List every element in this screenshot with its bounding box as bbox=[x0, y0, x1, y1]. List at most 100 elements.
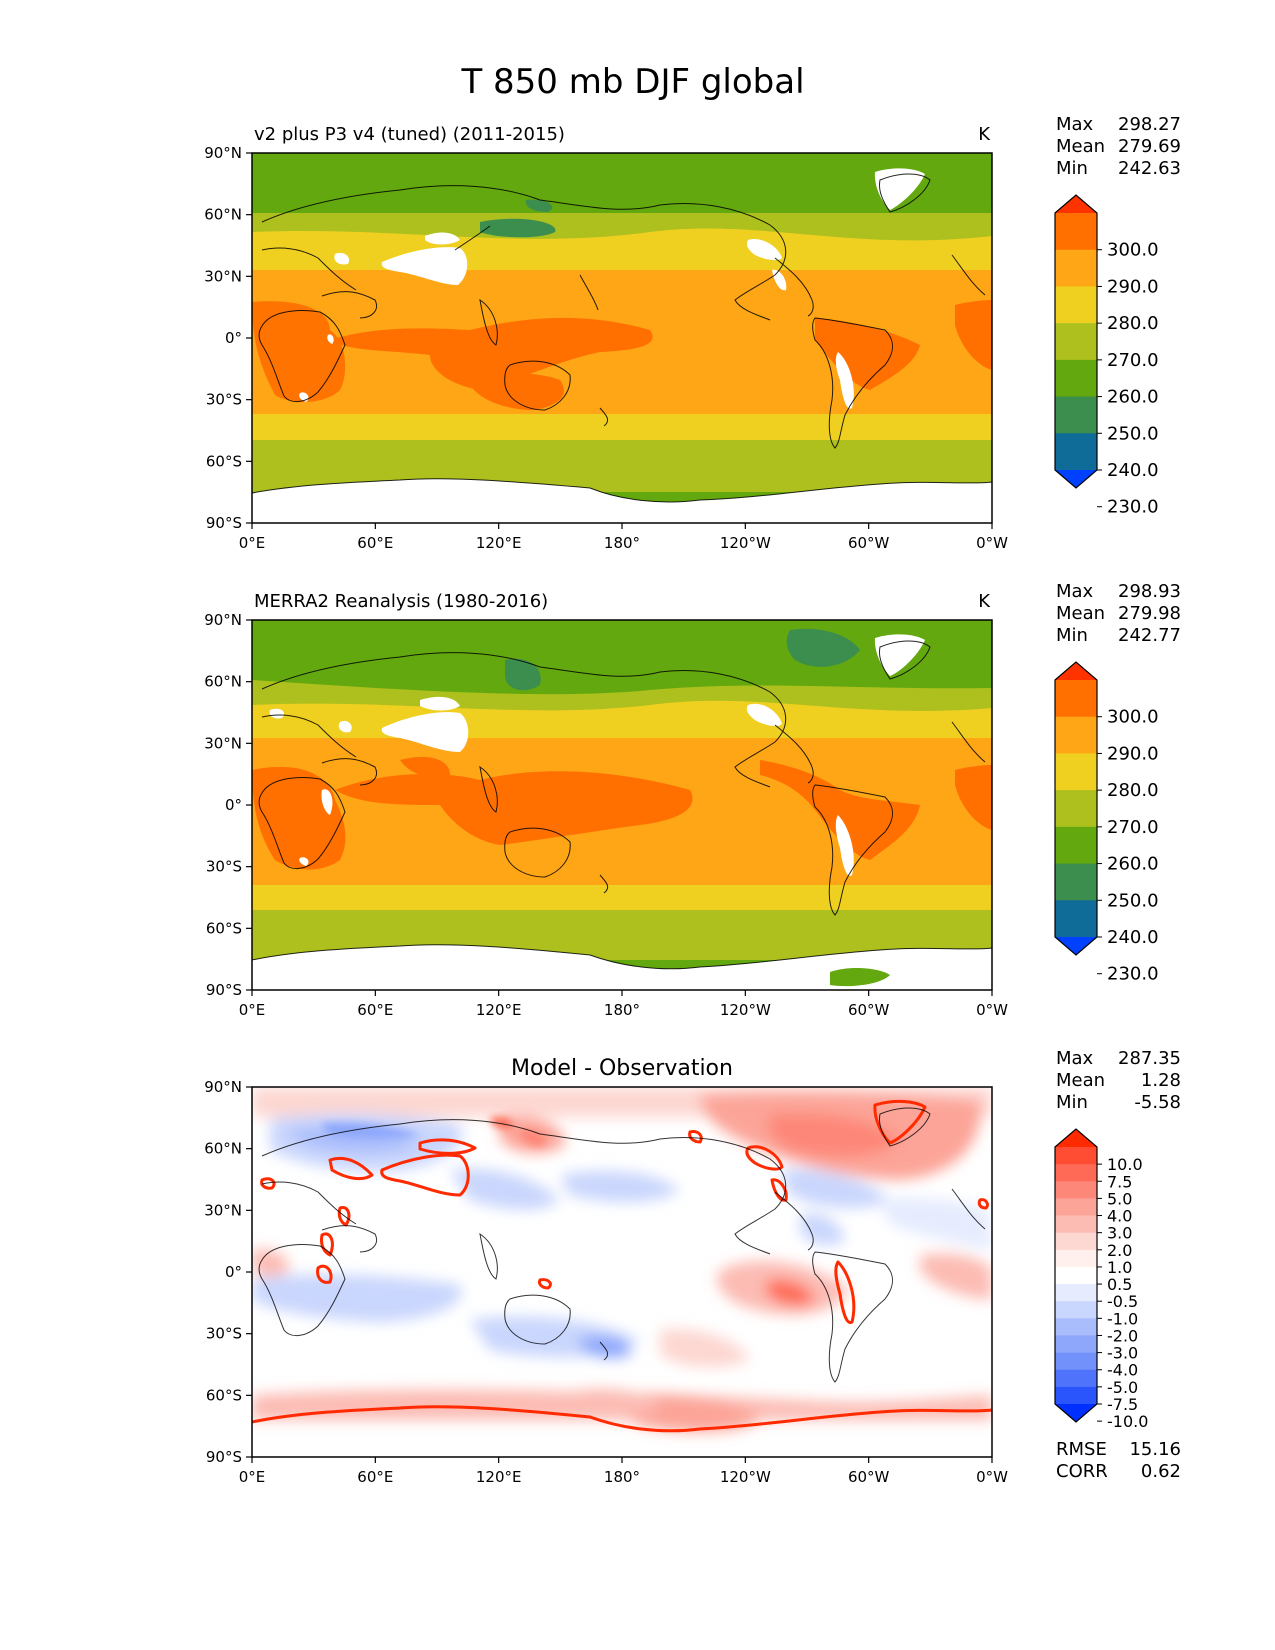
stat-label: Min bbox=[1056, 1092, 1088, 1113]
colorbar-bin bbox=[1055, 863, 1097, 901]
lat-tick-label: 30°N bbox=[204, 734, 242, 752]
stat-label: Max bbox=[1056, 114, 1094, 135]
colorbar-label: 3.0 bbox=[1107, 1224, 1132, 1243]
panel-1-stats: Max 298.27 Mean 279.69 Min 242.63 bbox=[1056, 114, 1181, 179]
colorbar-label: -0.5 bbox=[1107, 1292, 1138, 1311]
colorbar-bin bbox=[1055, 1352, 1097, 1371]
colorbar-bin bbox=[1055, 323, 1097, 361]
panel-3-colorbar: 10.07.55.04.03.02.01.00.5-0.5-1.0-2.0-3.… bbox=[1054, 1128, 1148, 1431]
lat-tick-label: 0° bbox=[225, 796, 242, 814]
lat-tick-label: 30°S bbox=[206, 391, 242, 409]
stat-label: Max bbox=[1056, 581, 1094, 602]
rmse-label: RMSE bbox=[1056, 1439, 1107, 1460]
colorbar-label: 280.0 bbox=[1107, 780, 1159, 801]
panel-3-axes: 90°N 60°N 30°N 0° 30°S 60°S 90°S 0°E 60°E 120°E 18… bbox=[204, 1078, 1008, 1486]
lat-tick-label: 90°S bbox=[206, 981, 242, 999]
colorbar-bin bbox=[1055, 286, 1097, 324]
lat-tick-label: 60°S bbox=[206, 1386, 242, 1404]
colorbar-label: 5.0 bbox=[1107, 1189, 1132, 1208]
colorbar-bin bbox=[1055, 1266, 1097, 1285]
colorbar-bin bbox=[1055, 1198, 1097, 1217]
panel-1-colorbar: 300.0 290.0 280.0 270.0 260.0 250.0 240.0 230.0 bbox=[1054, 194, 1159, 518]
colorbar-top-extend bbox=[1055, 1129, 1097, 1147]
panel-diff-map bbox=[252, 1087, 992, 1457]
lon-tick-label: 180° bbox=[604, 534, 640, 552]
lat-tick-label: 90°S bbox=[206, 514, 242, 532]
colorbar-bin bbox=[1055, 826, 1097, 865]
axes-layer: 90°N 60°N 30°N 0° 30°S 60°S 90°S 0°E 60°E 120°E 18… bbox=[204, 144, 1008, 1486]
colorbar-label: -2.0 bbox=[1107, 1326, 1138, 1345]
lon-tick-label: 60°E bbox=[357, 1001, 393, 1019]
lat-tick-label: 60°N bbox=[204, 673, 242, 691]
stat-value: 298.27 bbox=[1118, 114, 1181, 135]
panel-obs-units: K bbox=[978, 591, 991, 612]
stat-label: Mean bbox=[1056, 1070, 1105, 1091]
lat-tick-label: 30°N bbox=[204, 1201, 242, 1219]
lon-tick-label: 60°W bbox=[848, 1468, 890, 1486]
lat-tick-label: 30°S bbox=[206, 1325, 242, 1343]
stat-value: -5.58 bbox=[1134, 1092, 1181, 1113]
colorbar-label: 300.0 bbox=[1107, 240, 1159, 261]
corr-value: 0.62 bbox=[1141, 1461, 1181, 1482]
stat-value: 279.69 bbox=[1118, 136, 1181, 157]
colorbar-bin bbox=[1055, 1284, 1097, 1302]
colorbar-label: 250.0 bbox=[1107, 890, 1159, 911]
colorbar-label: -10.0 bbox=[1107, 1412, 1148, 1431]
colorbar-bin bbox=[1055, 1147, 1097, 1165]
colorbar-label: 1.0 bbox=[1107, 1258, 1132, 1277]
colorbar-label: 7.5 bbox=[1107, 1172, 1132, 1191]
colorbar-label: 10.0 bbox=[1107, 1155, 1143, 1174]
colorbar-bin bbox=[1055, 900, 1097, 938]
colorbar-label: -4.0 bbox=[1107, 1361, 1138, 1380]
rmse-value: 15.16 bbox=[1129, 1439, 1181, 1460]
lon-tick-label: 0°W bbox=[976, 1001, 1008, 1019]
panel-model-title: v2 plus P3 v4 (tuned) (2011-2015) bbox=[254, 124, 565, 145]
lat-tick-label: 90°N bbox=[204, 611, 242, 629]
colorbar-bin bbox=[1055, 396, 1097, 434]
panel-model-units: K bbox=[978, 124, 991, 145]
colorbar-bin bbox=[1055, 1335, 1097, 1354]
colorbar-layer: 300.0 290.0 280.0 270.0 260.0 250.0 240.0 230.0… bbox=[1054, 194, 1159, 1431]
lat-tick-label: 60°N bbox=[204, 206, 242, 224]
colorbar-label: 280.0 bbox=[1107, 313, 1159, 334]
panel-difference: Model - Observation bbox=[251, 1056, 993, 1458]
colorbar-label: -5.0 bbox=[1107, 1378, 1138, 1397]
colorbar-bin bbox=[1055, 213, 1097, 251]
colorbar-label: 290.0 bbox=[1107, 276, 1159, 297]
stat-value: 1.28 bbox=[1141, 1070, 1181, 1091]
colorbar-bin bbox=[1055, 249, 1097, 287]
lat-tick-label: 0° bbox=[225, 1263, 242, 1281]
panel-2-stats: Max 298.93 Mean 279.98 Min 242.77 bbox=[1056, 581, 1181, 646]
colorbar-bin bbox=[1055, 1181, 1097, 1199]
stat-label: Min bbox=[1056, 158, 1088, 179]
stat-label: Mean bbox=[1056, 136, 1105, 157]
colorbar-bin bbox=[1055, 1386, 1097, 1405]
colorbar-bin bbox=[1055, 1249, 1097, 1268]
colorbar-label: 240.0 bbox=[1107, 927, 1159, 948]
stat-value: 279.98 bbox=[1118, 603, 1181, 624]
stat-value: 287.35 bbox=[1118, 1048, 1181, 1069]
panel-1-axes: 90°N 60°N 30°N 0° 30°S 60°S 90°S 0°E 60°E 120°E 18… bbox=[204, 144, 1008, 552]
colorbar-bin bbox=[1055, 433, 1097, 471]
colorbar-label: 260.0 bbox=[1107, 854, 1159, 875]
lat-tick-label: 30°S bbox=[206, 858, 242, 876]
lat-tick-label: 60°S bbox=[206, 452, 242, 470]
colorbar-label: 2.0 bbox=[1107, 1241, 1132, 1260]
colorbar-top-extend bbox=[1055, 195, 1097, 213]
panel-3-stats: Max 287.35 Mean 1.28 Min -5.58 bbox=[1056, 1048, 1181, 1113]
lat-tick-label: 60°N bbox=[204, 1140, 242, 1158]
lon-tick-label: 60°W bbox=[848, 1001, 890, 1019]
colorbar-bin bbox=[1055, 1232, 1097, 1251]
panel-model-map bbox=[252, 153, 992, 523]
colorbar-bin bbox=[1055, 1369, 1097, 1388]
lon-tick-label: 60°E bbox=[357, 534, 393, 552]
corr-label: CORR bbox=[1056, 1461, 1108, 1482]
panel-3-error-stats: RMSE 15.16 CORR 0.62 bbox=[1056, 1439, 1181, 1482]
colorbar-label: 250.0 bbox=[1107, 423, 1159, 444]
colorbar-bin bbox=[1055, 1215, 1097, 1234]
colorbar-bin bbox=[1055, 753, 1097, 791]
stats-layer: Max 298.27 Mean 279.69 Min 242.63 Max 298.93 Mea… bbox=[1056, 114, 1181, 1482]
lat-tick-label: 90°N bbox=[204, 1078, 242, 1096]
lon-tick-label: 120°W bbox=[720, 1001, 771, 1019]
lat-tick-label: 30°N bbox=[204, 267, 242, 285]
